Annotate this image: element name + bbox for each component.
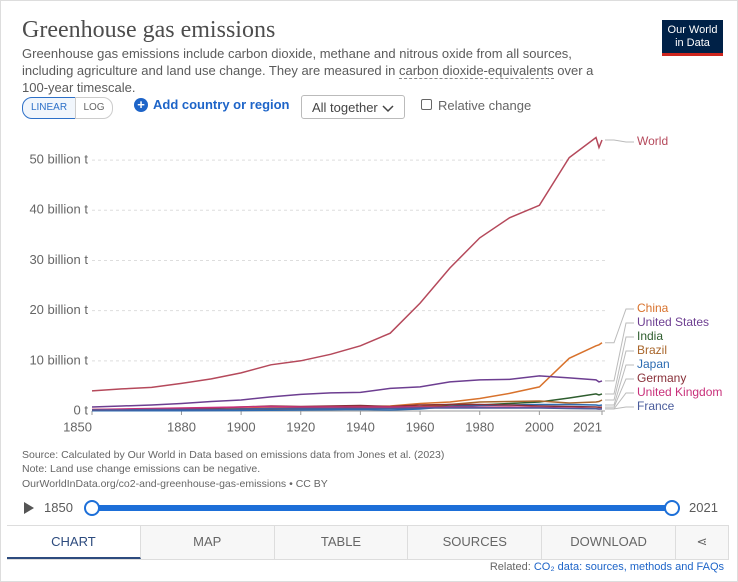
series-label: Japan — [637, 357, 670, 371]
relative-label: Relative change — [438, 98, 532, 113]
x-tick-label: 1940 — [346, 419, 375, 434]
series-label: World — [637, 134, 668, 148]
related-label: Related: — [489, 561, 531, 573]
timeline-end: 2021 — [689, 500, 718, 515]
note: Note: Land use change emissions can be n… — [22, 463, 261, 475]
series-line — [92, 407, 603, 411]
x-tick-label: 1850 — [63, 419, 92, 434]
relative-toggle[interactable]: Relative change — [421, 98, 531, 113]
label-connector — [605, 350, 634, 401]
label-connector — [605, 378, 634, 408]
y-tick-label: 50 billion t — [29, 152, 88, 167]
label-connector — [605, 308, 634, 344]
plus-icon: + — [134, 98, 148, 112]
x-tick-label: 1900 — [227, 419, 256, 434]
title: Greenhouse gas emissions — [22, 17, 276, 43]
x-tick-label: 2000 — [525, 419, 554, 434]
series-line — [92, 342, 603, 411]
x-tick-label: 1880 — [167, 419, 196, 434]
chart: 0 t 10 billion t 20 billion t 30 billion t 4… — [29, 134, 722, 434]
subtitle: Greenhouse gas emissions include carbon … — [22, 45, 622, 96]
x-tick-label: 1920 — [286, 419, 315, 434]
log-button[interactable]: LOG — [75, 97, 113, 119]
series-line — [91, 136, 603, 392]
label-connector — [605, 336, 634, 395]
tab[interactable]: MAP — [140, 526, 275, 559]
label-connector — [605, 406, 634, 410]
logo[interactable]: Our World in Data — [662, 20, 723, 56]
tab[interactable]: TABLE — [274, 526, 409, 559]
chevron — [382, 105, 394, 113]
y-tick-label: 20 billion t — [29, 302, 88, 317]
url[interactable]: OurWorldInData.org/co2-and-greenhouse-ga… — [22, 478, 328, 490]
tab[interactable]: SOURCES — [408, 526, 543, 559]
x-tick-label: 2021 — [573, 419, 602, 434]
related-link[interactable]: CO₂ data: sources, methods and FAQs — [533, 561, 724, 573]
series-line — [92, 403, 603, 412]
source: Source: Calculated by Our World in Data … — [22, 449, 445, 461]
y-tick-label: 10 billion t — [29, 352, 88, 367]
dropdown[interactable]: All together — [301, 95, 405, 119]
play-button[interactable] — [24, 502, 34, 514]
series-label: France — [637, 399, 675, 413]
checkbox — [421, 99, 432, 110]
subtitle-link[interactable]: carbon dioxide-equivalents — [399, 63, 554, 79]
x-tick-label: 1980 — [465, 419, 494, 434]
timeline — [24, 500, 680, 516]
x-tick-label: 1960 — [406, 419, 435, 434]
series-label: Brazil — [637, 343, 667, 357]
related: Related: CO₂ data: sources, methods and … — [490, 561, 724, 573]
label-connector — [605, 364, 634, 406]
label-connector — [605, 322, 634, 382]
add-button[interactable]: + Add country or region — [134, 97, 290, 112]
logo-line: Our World — [667, 24, 718, 36]
series-label: United States — [637, 315, 709, 329]
series-label: Germany — [637, 371, 686, 385]
timeline-handle[interactable] — [84, 500, 100, 516]
y-tick-label: 0 t — [74, 402, 89, 417]
label-connector — [605, 139, 634, 143]
subtitle-text: Greenhouse gas emissions include carbon … — [22, 46, 572, 78]
tab-bar: CHART MAP TABLE SOURCES DOWNLOAD ⋖ — [7, 525, 729, 560]
logo-line: in Data — [675, 37, 710, 49]
share-button[interactable]: ⋖ — [675, 526, 729, 559]
timeline-handle[interactable] — [664, 500, 680, 516]
series-line — [91, 375, 603, 408]
timeline-start: 1850 — [44, 500, 73, 515]
series-label: India — [637, 329, 663, 343]
series-label: United Kingdom — [637, 385, 722, 399]
series-label: China — [637, 301, 669, 315]
tab[interactable]: CHART — [7, 526, 141, 559]
dropdown-label: All together — [312, 100, 378, 115]
tab[interactable]: DOWNLOAD — [542, 526, 676, 559]
y-tick-label: 40 billion t — [29, 202, 88, 217]
add-label: Add country or region — [153, 97, 290, 112]
y-tick-label: 30 billion t — [29, 252, 88, 267]
subtitle-text: over a 100-year timescale. — [22, 63, 594, 95]
